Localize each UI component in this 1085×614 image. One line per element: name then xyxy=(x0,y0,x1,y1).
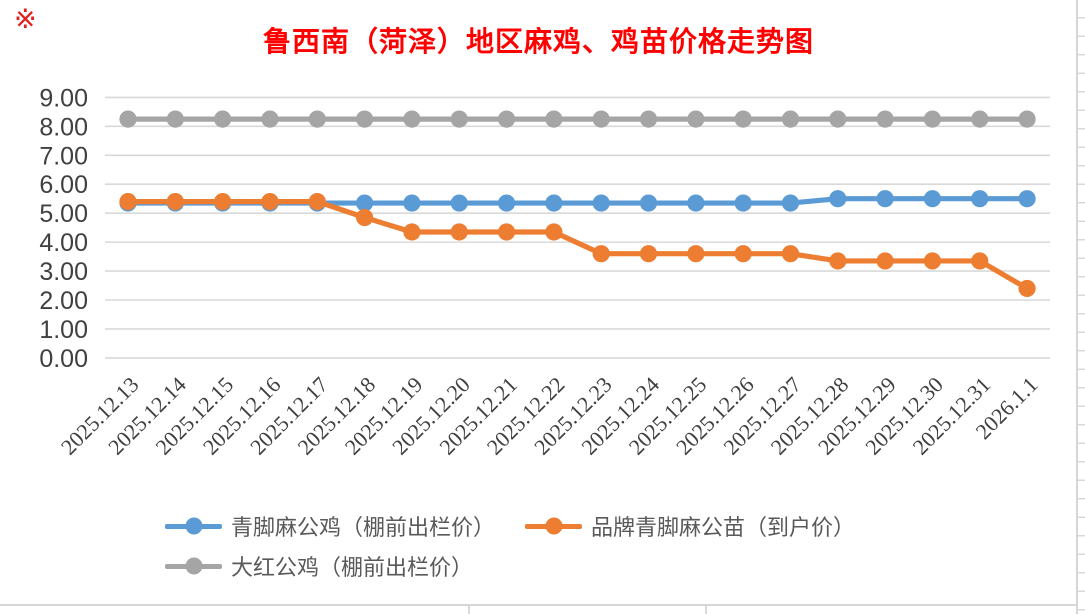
chart-border-right xyxy=(1076,0,1078,614)
y-tick-label: 6.00 xyxy=(39,171,88,199)
series-marker-2 xyxy=(971,110,989,128)
series-line-1 xyxy=(125,198,1030,292)
chart-border-bottom xyxy=(0,604,1085,606)
series-marker-2 xyxy=(214,110,232,128)
legend-marker-icon xyxy=(165,557,222,575)
series-marker-1 xyxy=(687,245,705,263)
series-marker-1 xyxy=(214,192,232,211)
y-tick-label: 9.00 xyxy=(39,84,88,112)
legend-item: 品牌青脚麻公苗（到户价） xyxy=(525,510,855,542)
series-marker-1 xyxy=(545,223,563,241)
series-marker-0 xyxy=(450,194,468,212)
chart-title: 鲁西南（菏泽）地区麻鸡、鸡苗价格走势图 xyxy=(262,27,814,58)
legend-label: 大红公鸡（棚前出栏价） xyxy=(231,555,474,580)
legend: 青脚麻公鸡（棚前出栏价） 品牌青脚麻公苗（到户价） 大红公鸡（棚前出栏价） xyxy=(165,506,1025,586)
series-marker-2 xyxy=(450,110,468,128)
series-marker-2 xyxy=(403,110,421,128)
series-marker-2 xyxy=(1018,110,1036,128)
y-tick-label: 3.00 xyxy=(39,258,88,286)
series-marker-1 xyxy=(971,252,989,270)
series-marker-1 xyxy=(166,192,184,211)
series-marker-0 xyxy=(356,194,374,212)
series-marker-2 xyxy=(308,110,326,128)
series-marker-2 xyxy=(734,110,752,128)
y-tick-label: 8.00 xyxy=(39,113,88,141)
series-marker-2 xyxy=(261,110,279,128)
legend-marker-icon xyxy=(165,517,222,535)
series-marker-0 xyxy=(923,190,942,208)
y-tick-label: 0.00 xyxy=(39,345,88,373)
legend-dot-icon xyxy=(185,557,202,575)
legend-item: 青脚麻公鸡（棚前出栏价） xyxy=(165,510,495,542)
legend-marker-icon xyxy=(525,517,583,535)
series-marker-1 xyxy=(639,245,658,263)
series-marker-0 xyxy=(545,194,563,212)
series-marker-1 xyxy=(876,252,894,270)
legend-dot-icon xyxy=(545,517,563,535)
series-marker-1 xyxy=(119,192,137,211)
series-marker-1 xyxy=(308,192,326,211)
series-marker-2 xyxy=(687,110,705,128)
series-marker-0 xyxy=(971,190,989,208)
series-marker-0 xyxy=(639,194,658,212)
series-marker-1 xyxy=(497,223,516,241)
series-marker-2 xyxy=(356,110,374,128)
series-marker-1 xyxy=(403,223,421,241)
series-marker-1 xyxy=(734,245,752,263)
series-marker-2 xyxy=(166,110,184,128)
legend-label: 品牌青脚麻公苗（到户价） xyxy=(591,515,856,540)
legend-row: 青脚麻公鸡（棚前出栏价） 品牌青脚麻公苗（到户价） xyxy=(165,506,1025,546)
series-marker-0 xyxy=(876,190,894,208)
series-marker-0 xyxy=(687,194,705,212)
legend-row: 大红公鸡（棚前出栏价） xyxy=(165,546,1025,586)
series-marker-2 xyxy=(639,110,658,128)
series-marker-2 xyxy=(119,110,137,128)
series-marker-0 xyxy=(497,194,516,212)
y-tick-label: 1.00 xyxy=(39,316,88,344)
series-marker-0 xyxy=(781,194,800,212)
y-tick-label: 7.00 xyxy=(39,142,88,170)
y-tick-label: 4.00 xyxy=(39,229,88,257)
spreadsheet-gridlines-right xyxy=(1078,0,1085,614)
legend-item: 大红公鸡（棚前出栏价） xyxy=(165,550,473,582)
series-marker-2 xyxy=(545,110,563,128)
series-marker-1 xyxy=(592,245,610,263)
series-marker-1 xyxy=(450,223,468,241)
y-tick-label: 5.00 xyxy=(39,200,88,228)
series-marker-0 xyxy=(829,190,847,208)
legend-label: 青脚麻公鸡（棚前出栏价） xyxy=(231,515,496,540)
series-marker-2 xyxy=(876,110,894,128)
series-marker-2 xyxy=(829,110,847,128)
series-marker-2 xyxy=(497,110,516,128)
series-marker-0 xyxy=(592,194,610,212)
y-tick-label: 2.00 xyxy=(39,287,88,315)
series-marker-2 xyxy=(592,110,610,128)
legend-dot-icon xyxy=(185,517,202,535)
series-marker-2 xyxy=(781,110,800,128)
series-marker-0 xyxy=(403,194,421,212)
series-marker-1 xyxy=(829,252,847,270)
series-marker-2 xyxy=(923,110,942,128)
series-marker-0 xyxy=(1018,190,1036,208)
series-marker-1 xyxy=(261,192,279,211)
corner-mark-icon: ※ xyxy=(14,4,37,34)
series-marker-1 xyxy=(781,245,800,263)
series-marker-1 xyxy=(1018,279,1036,298)
series-marker-1 xyxy=(356,208,374,227)
spreadsheet-column-tick xyxy=(468,606,470,614)
series-marker-1 xyxy=(923,252,942,270)
series-marker-0 xyxy=(734,194,752,212)
spreadsheet-column-tick xyxy=(705,606,707,614)
